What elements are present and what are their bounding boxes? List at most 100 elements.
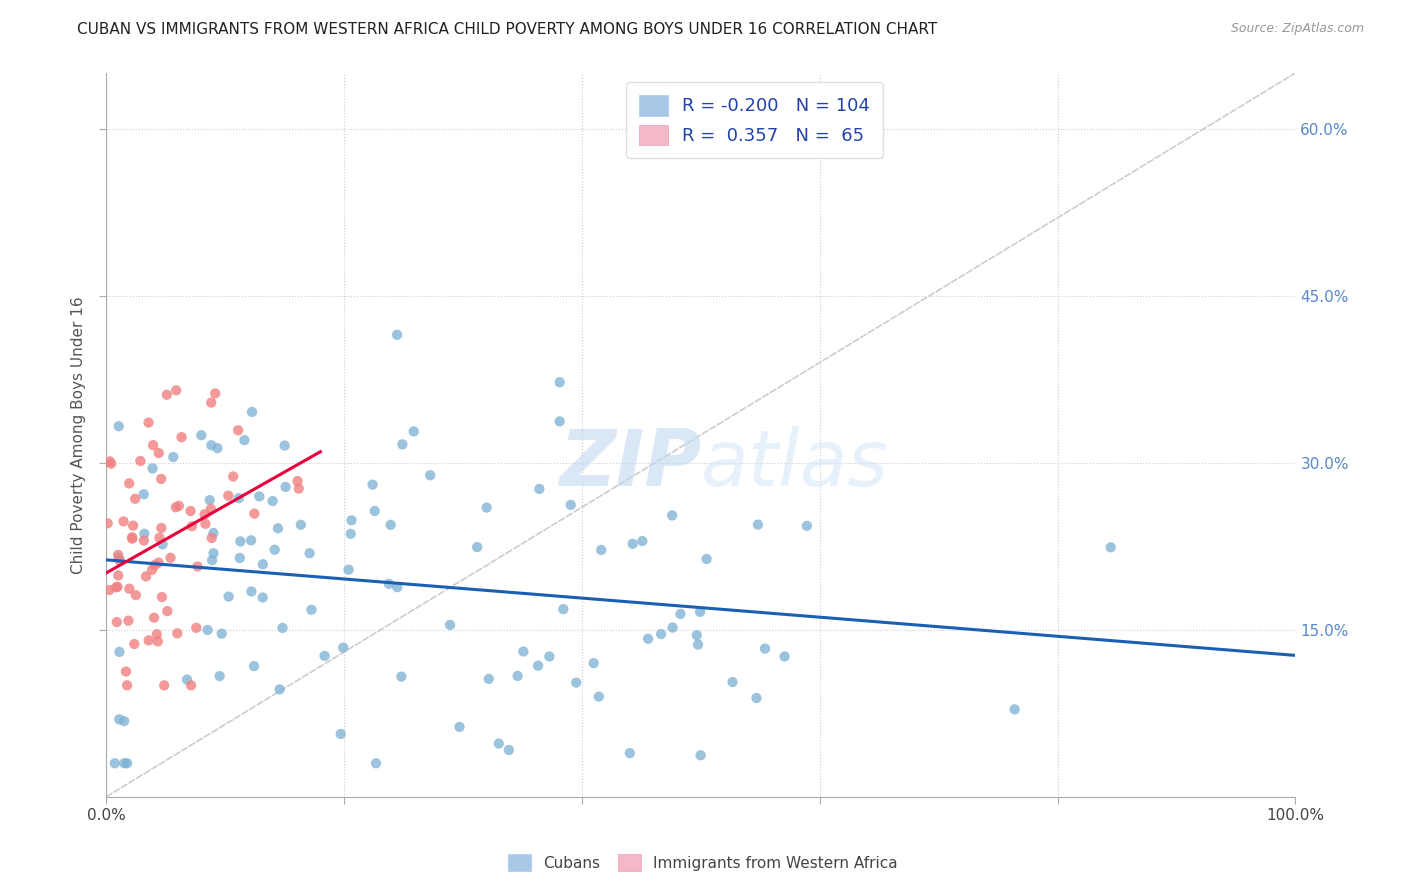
Point — [340, 513, 363, 527]
Point — [162, 450, 184, 464]
Point — [200, 395, 222, 409]
Point — [112, 756, 135, 771]
Point — [165, 500, 187, 515]
Point — [112, 515, 135, 529]
Point — [222, 469, 245, 483]
Point — [142, 438, 165, 452]
Point — [364, 504, 387, 518]
Point — [108, 712, 131, 726]
Point — [107, 548, 129, 562]
Point — [112, 714, 135, 728]
Point — [1004, 702, 1026, 716]
Point — [553, 602, 575, 616]
Point — [380, 517, 402, 532]
Point — [201, 531, 224, 545]
Point — [591, 543, 613, 558]
Point — [148, 446, 170, 460]
Point — [135, 569, 157, 583]
Point — [262, 494, 284, 508]
Point — [298, 546, 321, 560]
Point — [314, 648, 336, 663]
Point — [202, 526, 225, 541]
Point — [100, 457, 122, 471]
Point — [243, 507, 266, 521]
Point — [150, 590, 173, 604]
Point — [197, 623, 219, 637]
Point — [200, 438, 222, 452]
Point — [124, 637, 146, 651]
Point — [512, 644, 534, 658]
Point — [301, 603, 323, 617]
Point — [170, 430, 193, 444]
Point — [143, 610, 166, 624]
Text: atlas: atlas — [702, 425, 889, 502]
Point — [141, 563, 163, 577]
Point — [105, 615, 128, 629]
Point — [364, 756, 387, 771]
Point — [153, 678, 176, 692]
Point — [218, 590, 240, 604]
Point — [252, 591, 274, 605]
Point — [290, 517, 312, 532]
Point — [132, 487, 155, 501]
Point — [156, 604, 179, 618]
Point — [247, 489, 270, 503]
Point — [176, 673, 198, 687]
Point — [548, 414, 571, 428]
Point — [391, 437, 413, 451]
Point — [148, 556, 170, 570]
Point — [475, 500, 498, 515]
Point — [773, 649, 796, 664]
Point — [240, 584, 263, 599]
Point — [240, 405, 263, 419]
Point — [332, 640, 354, 655]
Point — [194, 508, 217, 522]
Point — [243, 659, 266, 673]
Point — [167, 499, 190, 513]
Point — [97, 516, 120, 531]
Point — [269, 682, 291, 697]
Point — [233, 433, 256, 447]
Point — [385, 327, 408, 342]
Point — [273, 438, 295, 452]
Point — [129, 454, 152, 468]
Point — [146, 627, 169, 641]
Point — [228, 491, 250, 505]
Point — [661, 621, 683, 635]
Point — [121, 530, 143, 544]
Point — [108, 554, 131, 568]
Point — [439, 618, 461, 632]
Point — [538, 649, 561, 664]
Point — [211, 626, 233, 640]
Point — [150, 472, 173, 486]
Point — [478, 672, 501, 686]
Point — [686, 628, 709, 642]
Point — [181, 519, 204, 533]
Point — [329, 727, 352, 741]
Point — [548, 375, 571, 389]
Point — [152, 537, 174, 551]
Point — [202, 546, 225, 560]
Point — [98, 582, 121, 597]
Point — [124, 491, 146, 506]
Point — [142, 461, 165, 475]
Point — [637, 632, 659, 646]
Point — [619, 746, 641, 760]
Point — [419, 468, 441, 483]
Point — [274, 480, 297, 494]
Point — [125, 588, 148, 602]
Point — [156, 388, 179, 402]
Point — [465, 540, 488, 554]
Point — [105, 580, 128, 594]
Point — [271, 621, 294, 635]
Point — [686, 638, 709, 652]
Point — [488, 737, 510, 751]
Point — [689, 748, 711, 763]
Point — [117, 614, 139, 628]
Point — [229, 534, 252, 549]
Point — [108, 645, 131, 659]
Point — [98, 454, 121, 468]
Point — [721, 675, 744, 690]
Point — [389, 670, 412, 684]
Point — [529, 482, 551, 496]
